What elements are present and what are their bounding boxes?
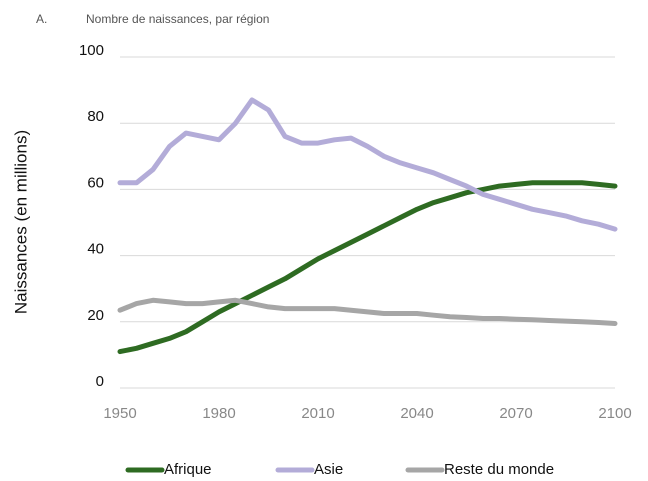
line-series <box>117 97 618 232</box>
x-tick-label: 1950 <box>103 405 136 422</box>
y-tick-label: 0 <box>96 373 104 390</box>
y-tick-label: 40 <box>87 241 104 258</box>
legend-label: Afrique <box>164 461 212 478</box>
x-tick-label: 2010 <box>301 405 334 422</box>
x-tick-label: 1980 <box>202 405 235 422</box>
y-axis-label: Naissances (en millions) <box>11 130 30 314</box>
y-tick-label: 20 <box>87 307 104 324</box>
x-tick-label: 2040 <box>400 405 433 422</box>
y-tick-label: 80 <box>87 108 104 125</box>
chart-title: Nombre de naissances, par région <box>86 12 269 26</box>
y-tick-label: 100 <box>79 42 104 59</box>
legend-label: Reste du monde <box>444 461 554 478</box>
line-series <box>117 180 618 355</box>
x-tick-label: 2100 <box>598 405 631 422</box>
chart-label: A. <box>36 12 47 26</box>
y-tick-label: 60 <box>87 174 104 191</box>
legend-label: Asie <box>314 461 343 478</box>
x-tick-label: 2070 <box>499 405 532 422</box>
line-series <box>117 297 618 326</box>
